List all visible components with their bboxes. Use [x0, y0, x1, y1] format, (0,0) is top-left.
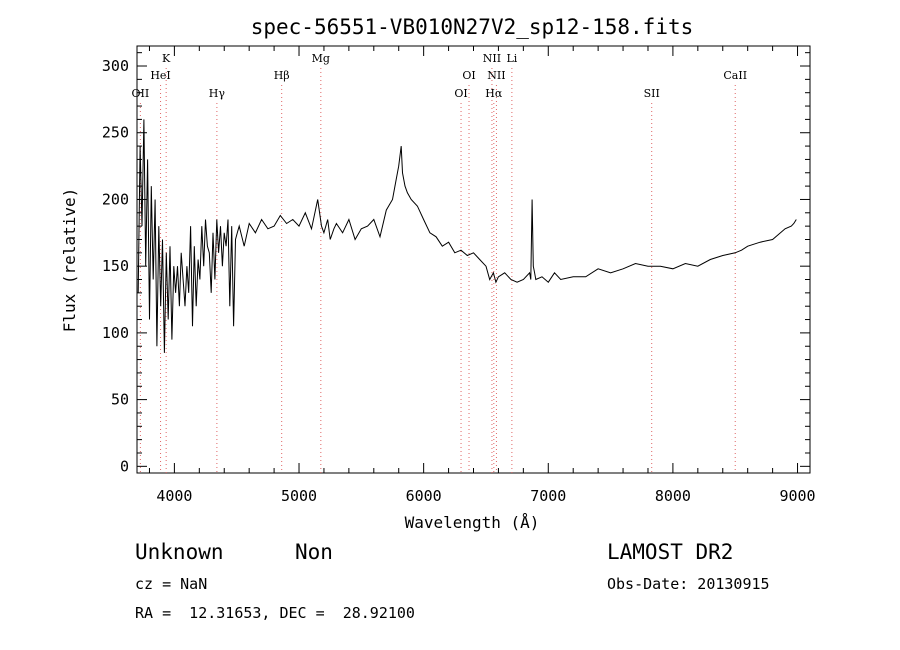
line-marker-label: NII	[483, 52, 501, 65]
line-marker-label: CaII	[723, 69, 747, 82]
y-tick-label: 100	[102, 324, 129, 342]
obs-date: Obs-Date: 20130915	[607, 575, 770, 593]
x-tick-label: 7000	[530, 487, 566, 505]
y-tick-label: 0	[120, 457, 129, 475]
line-marker-label: NII	[487, 69, 505, 82]
line-marker-label: K	[162, 52, 171, 65]
x-tick-label: 9000	[779, 487, 815, 505]
x-axis-label: Wavelength (Å)	[405, 513, 540, 532]
line-marker-label: Hβ	[274, 69, 290, 82]
x-tick-label: 6000	[406, 487, 442, 505]
x-tick-label: 8000	[655, 487, 691, 505]
line-marker-label: Hα	[485, 87, 503, 100]
survey-label: LAMOST DR2	[607, 540, 734, 564]
line-marker-label: Mg	[312, 52, 330, 65]
y-axis-label: Flux (relative)	[60, 188, 79, 333]
line-marker-label: SII	[644, 87, 660, 100]
y-tick-label: 300	[102, 57, 129, 75]
x-tick-label: 5000	[281, 487, 317, 505]
spectrum-line	[137, 119, 797, 353]
y-tick-label: 250	[102, 124, 129, 142]
line-marker-label: HeI	[150, 69, 170, 82]
y-tick-label: 150	[102, 257, 129, 275]
y-tick-label: 50	[111, 391, 129, 409]
coordinates: RA = 12.31653, DEC = 28.92100	[135, 604, 415, 622]
spectral-class: Unknown	[135, 540, 224, 564]
line-marker-label: OII	[132, 87, 150, 100]
line-marker-label: OI	[462, 69, 475, 82]
line-marker-label: Li	[506, 52, 517, 65]
chart-title: spec-56551-VB010N27V2_sp12-158.fits	[251, 15, 694, 39]
cz-value: cz = NaN	[135, 575, 208, 593]
line-marker-label: Hγ	[209, 87, 226, 100]
axis-ticks: 4000 5000 6000 7000 8000 9000 0 50 100 150 200 250 3…	[102, 46, 816, 505]
line-markers: OII K HeI Hγ Hβ Mg OI OI NII NII Hα Li SII CaII	[132, 52, 747, 473]
y-tick-label: 200	[102, 190, 129, 208]
spectral-subclass: Non	[295, 540, 333, 564]
x-tick-label: 4000	[156, 487, 192, 505]
line-marker-label: OI	[454, 87, 467, 100]
plot-frame	[136, 45, 811, 474]
